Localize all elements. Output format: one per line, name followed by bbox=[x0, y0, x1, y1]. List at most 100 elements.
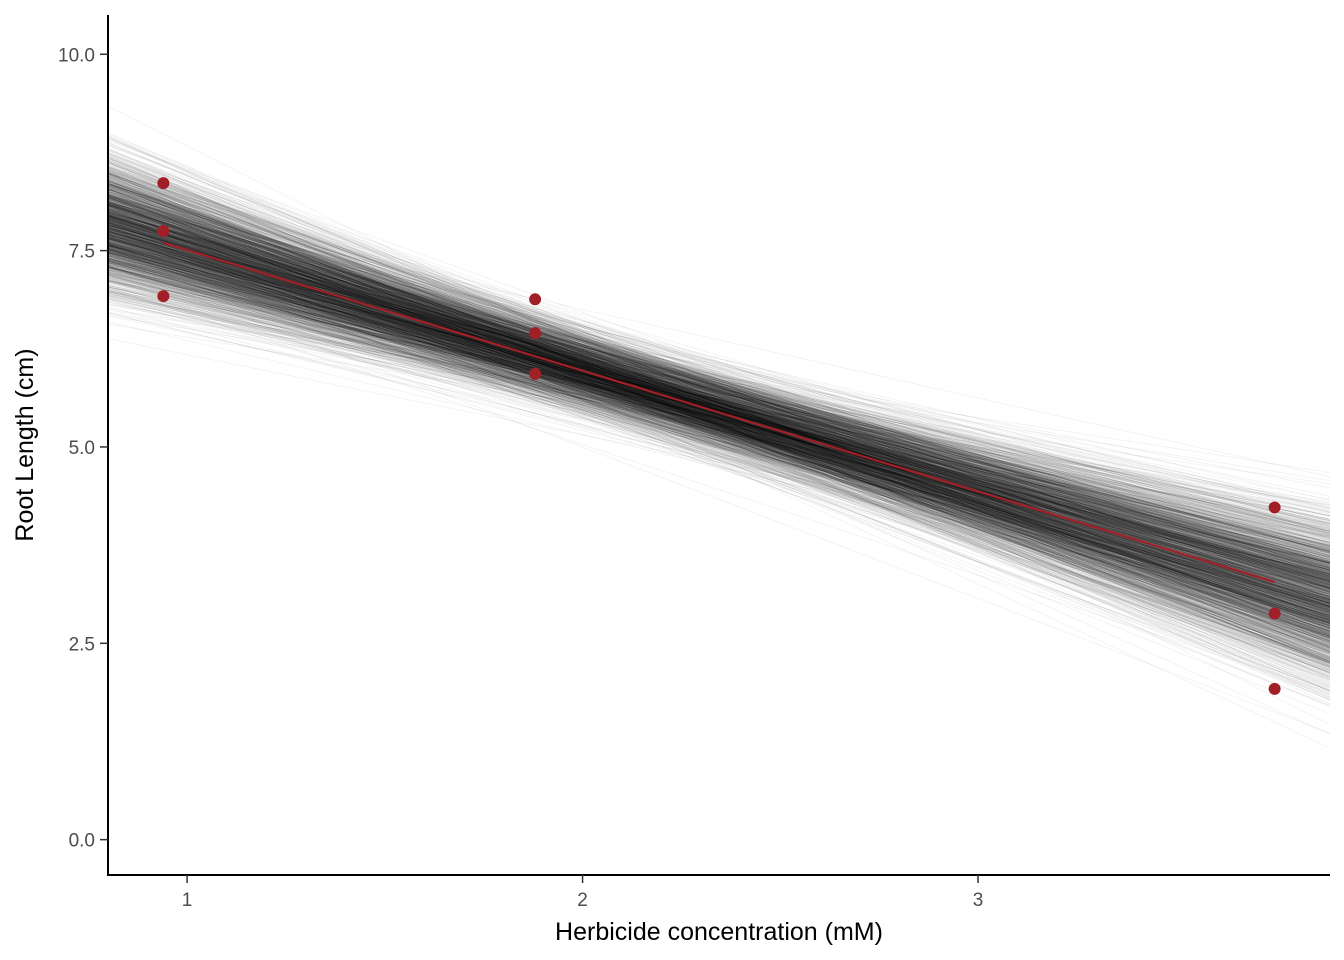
posterior-line bbox=[108, 207, 1330, 592]
posterior-line bbox=[108, 205, 1330, 623]
posterior-line bbox=[108, 221, 1330, 579]
posterior-line bbox=[108, 231, 1330, 581]
posterior-line bbox=[108, 174, 1330, 629]
posterior-line bbox=[108, 212, 1330, 624]
posterior-line bbox=[108, 222, 1330, 558]
posterior-line bbox=[108, 217, 1330, 603]
posterior-line bbox=[108, 204, 1330, 641]
posterior-line bbox=[108, 208, 1330, 555]
posterior-line bbox=[108, 242, 1330, 611]
posterior-line bbox=[108, 154, 1330, 692]
posterior-line bbox=[108, 277, 1330, 533]
posterior-line bbox=[108, 204, 1330, 536]
posterior-line bbox=[108, 252, 1330, 592]
posterior-line bbox=[108, 169, 1330, 642]
posterior-line bbox=[108, 219, 1330, 547]
posterior-line bbox=[108, 228, 1330, 552]
posterior-line bbox=[108, 230, 1330, 604]
posterior-line bbox=[108, 241, 1330, 532]
posterior-line bbox=[108, 244, 1330, 608]
posterior-line bbox=[108, 252, 1330, 587]
posterior-line bbox=[108, 220, 1330, 553]
posterior-line bbox=[108, 232, 1330, 550]
posterior-line bbox=[108, 193, 1330, 568]
posterior-line bbox=[108, 186, 1330, 658]
posterior-line bbox=[108, 286, 1330, 525]
posterior-line bbox=[108, 230, 1330, 612]
posterior-line bbox=[108, 237, 1330, 579]
posterior-line bbox=[108, 224, 1330, 581]
posterior-line bbox=[108, 271, 1330, 520]
posterior-line bbox=[108, 234, 1330, 570]
y-axis-title: Root Length (cm) bbox=[11, 348, 39, 541]
posterior-line bbox=[108, 267, 1330, 633]
posterior-line bbox=[108, 216, 1330, 715]
posterior-line bbox=[108, 229, 1330, 622]
posterior-line bbox=[108, 239, 1330, 615]
posterior-line bbox=[108, 214, 1330, 636]
posterior-line bbox=[108, 216, 1330, 546]
posterior-line bbox=[108, 248, 1330, 574]
posterior-line bbox=[108, 214, 1330, 638]
posterior-line bbox=[108, 234, 1330, 564]
posterior-line bbox=[108, 258, 1330, 622]
posterior-line bbox=[108, 243, 1330, 601]
posterior-line bbox=[108, 207, 1330, 626]
posterior-line bbox=[108, 179, 1330, 627]
posterior-line bbox=[108, 184, 1330, 647]
posterior-line bbox=[108, 217, 1330, 501]
posterior-line bbox=[108, 242, 1330, 614]
posterior-line bbox=[108, 170, 1330, 629]
posterior-line bbox=[108, 198, 1330, 585]
posterior-line bbox=[108, 214, 1330, 623]
posterior-line bbox=[108, 212, 1330, 554]
posterior-line bbox=[108, 244, 1330, 625]
posterior-line bbox=[108, 276, 1330, 570]
posterior-line bbox=[108, 184, 1330, 589]
posterior-line bbox=[108, 185, 1330, 588]
posterior-line bbox=[108, 175, 1330, 668]
posterior-line bbox=[108, 192, 1330, 629]
posterior-line bbox=[108, 179, 1330, 619]
posterior-line bbox=[108, 212, 1330, 634]
posterior-line bbox=[108, 209, 1330, 669]
posterior-line bbox=[108, 258, 1330, 604]
posterior-line bbox=[108, 290, 1330, 547]
data-point bbox=[1268, 607, 1281, 620]
posterior-line bbox=[108, 301, 1330, 621]
posterior-line bbox=[108, 210, 1330, 610]
posterior-line bbox=[108, 201, 1330, 652]
posterior-line bbox=[108, 250, 1330, 609]
posterior-line bbox=[108, 237, 1330, 637]
posterior-line bbox=[108, 255, 1330, 583]
posterior-line bbox=[108, 176, 1330, 661]
posterior-line bbox=[108, 260, 1330, 577]
posterior-line bbox=[108, 251, 1330, 586]
posterior-line bbox=[108, 250, 1330, 569]
posterior-line bbox=[108, 321, 1330, 613]
posterior-line bbox=[108, 180, 1330, 641]
posterior-line bbox=[108, 192, 1330, 627]
x-axis-title: Herbicide concentration (mM) bbox=[555, 918, 883, 946]
posterior-line bbox=[108, 201, 1330, 615]
posterior-line bbox=[108, 206, 1330, 572]
posterior-line bbox=[108, 218, 1330, 587]
posterior-line bbox=[108, 232, 1330, 624]
posterior-line bbox=[108, 224, 1330, 597]
posterior-line bbox=[108, 208, 1330, 649]
posterior-line bbox=[108, 160, 1330, 629]
posterior-line bbox=[108, 221, 1330, 636]
posterior-line bbox=[108, 259, 1330, 577]
posterior-line bbox=[108, 175, 1330, 598]
posterior-line bbox=[108, 265, 1330, 624]
posterior-line bbox=[108, 198, 1330, 567]
posterior-line bbox=[108, 251, 1330, 633]
posterior-line bbox=[108, 187, 1330, 674]
posterior-line bbox=[108, 181, 1330, 650]
posterior-line bbox=[108, 196, 1330, 633]
posterior-line bbox=[108, 195, 1330, 575]
posterior-line bbox=[108, 260, 1330, 624]
posterior-line bbox=[108, 187, 1330, 661]
posterior-line bbox=[108, 238, 1330, 619]
posterior-line bbox=[108, 240, 1330, 652]
